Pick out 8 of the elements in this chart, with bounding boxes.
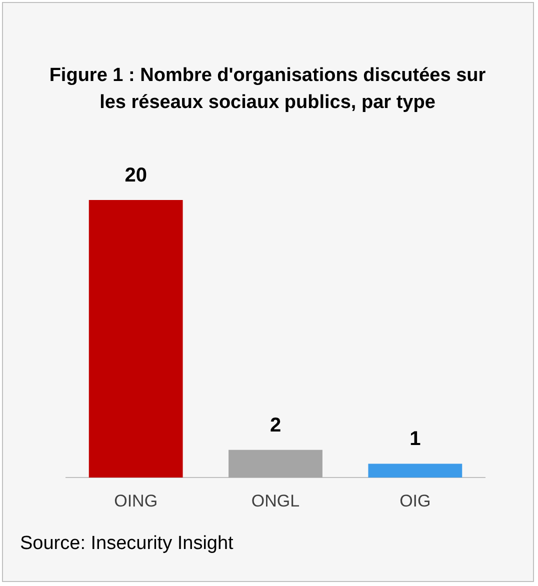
data-label: 20 <box>124 164 147 187</box>
chart-title: Figure 1 : Nombre d'organisations discutées sur les réseaux sociaux publics, par type <box>48 64 487 115</box>
x-tick-label: ONGL <box>251 491 300 510</box>
source-note: Source: Insecurity Insight <box>20 533 234 555</box>
data-label: 2 <box>270 414 282 436</box>
data-label: 1 <box>410 428 421 450</box>
x-tick-label: OING <box>114 491 158 510</box>
x-tick-label: OIG <box>400 491 431 510</box>
